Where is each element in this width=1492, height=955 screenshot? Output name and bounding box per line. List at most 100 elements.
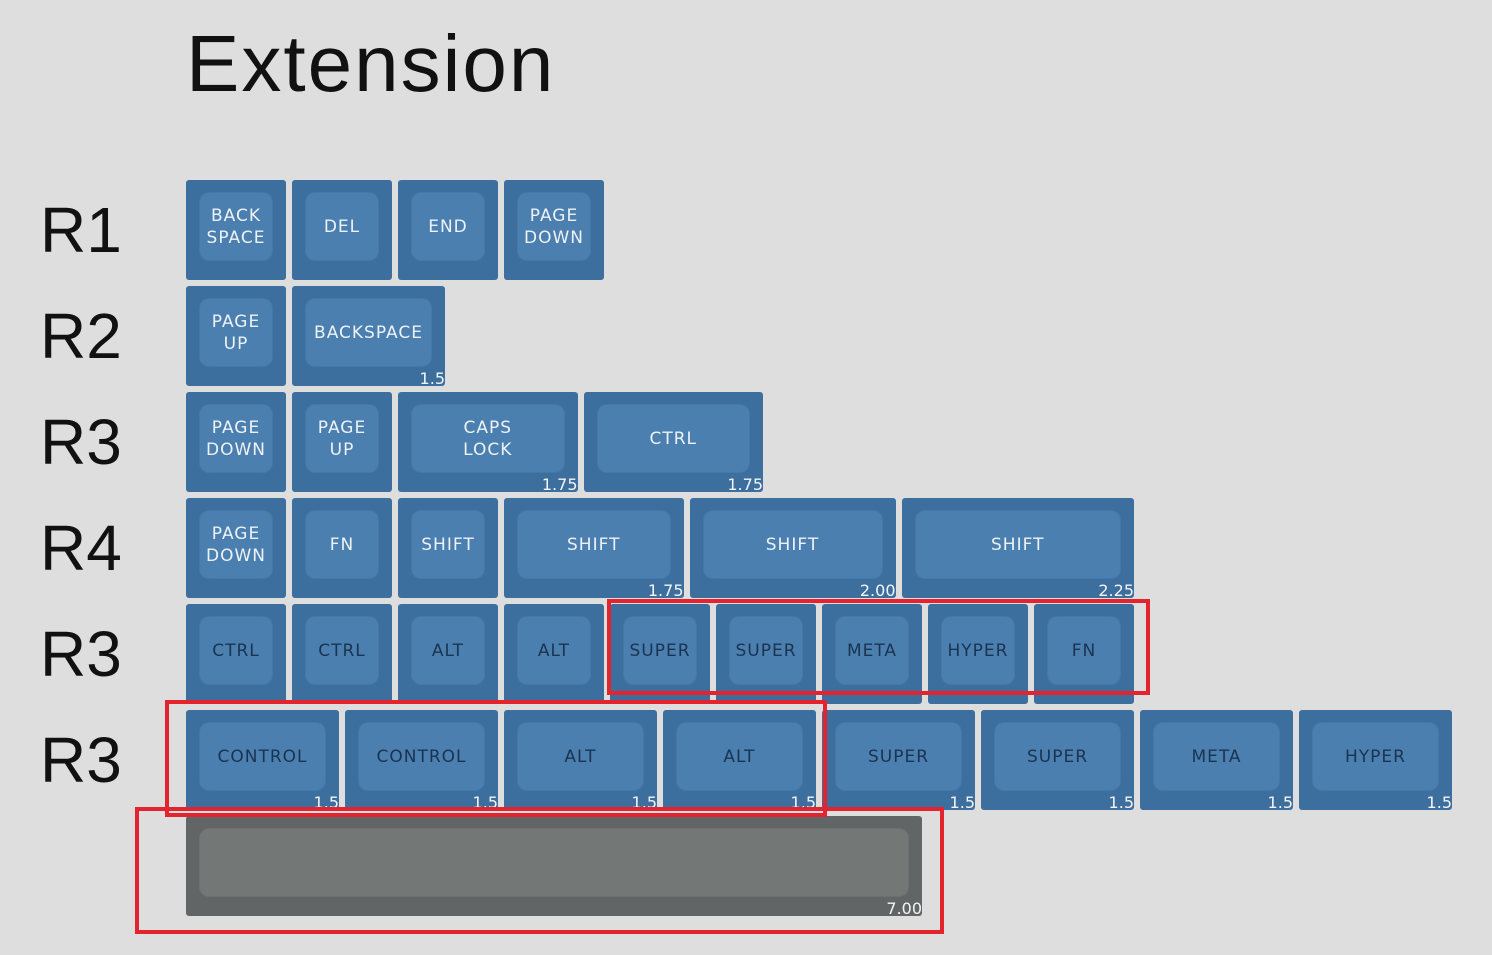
keycap: SHIFT 2.25: [901, 498, 1134, 600]
row-label: R2: [40, 300, 122, 372]
keycap-top: SHIFT: [518, 511, 670, 578]
keycap-top: SUPER: [730, 617, 802, 684]
key-legend: FN: [329, 534, 355, 555]
keycap: PAGE DOWN: [186, 392, 286, 492]
keycap-top: DEL: [306, 193, 378, 260]
key-legend: ALT: [564, 746, 597, 767]
keycap-top: SUPER: [836, 723, 961, 790]
keycap-top: FN: [1048, 617, 1120, 684]
key-legend: SUPER: [629, 640, 691, 661]
key-legend: SHIFT: [765, 534, 820, 555]
highlight-box: [607, 599, 1150, 695]
keycap: SUPER: [610, 604, 710, 704]
keycap-top: END: [412, 193, 484, 260]
keycap-top: ALT: [518, 723, 643, 790]
keycap-top: CTRL: [306, 617, 378, 684]
row-label: R1: [40, 194, 122, 266]
keycap-top: HYPER: [942, 617, 1014, 684]
keycap: DEL: [292, 180, 392, 280]
keycap: SUPER: [716, 604, 816, 704]
keycap: CAPS LOCK 1.75: [398, 392, 578, 494]
key-legend: SHIFT: [567, 534, 621, 555]
keycap-top: PAGE DOWN: [200, 511, 272, 578]
keycap-top: CTRL: [597, 405, 749, 472]
keycap: BACK SPACE: [186, 180, 286, 280]
keycap: PAGE UP: [186, 286, 286, 386]
keycap-top: PAGE UP: [306, 405, 378, 472]
keycap: END: [398, 180, 498, 280]
key-legend: FN: [1071, 640, 1097, 661]
keycap-top: ALT: [518, 617, 590, 684]
row-label: R3: [40, 618, 122, 690]
key-legend: META: [846, 640, 898, 661]
keycap: ALT: [504, 604, 604, 704]
key-size: 2.00: [859, 581, 896, 600]
key-legend: DOWN: [206, 439, 266, 460]
keycap: SUPER 1.5: [822, 710, 975, 812]
key-legend: META: [1191, 746, 1242, 767]
key-legend: CONTROL: [217, 746, 308, 767]
keycap-top: SUPER: [624, 617, 696, 684]
keycap: CTRL: [186, 604, 286, 704]
keycap-top: [200, 829, 908, 896]
keycap-top: PAGE DOWN: [518, 193, 590, 260]
key-legend: CONTROL: [376, 746, 467, 767]
keycap: META: [822, 604, 922, 704]
key-legend: SUPER: [1026, 746, 1089, 767]
key-size: 1.5: [1108, 793, 1134, 812]
row-label: R3: [40, 724, 122, 796]
keycap-top: BACKSPACE: [306, 299, 431, 366]
key-legend: PAGE: [211, 417, 261, 438]
keycap-top: ALT: [677, 723, 802, 790]
highlight-box: [135, 807, 944, 934]
key-legend: UP: [329, 439, 355, 460]
keycap-top: SHIFT: [703, 511, 882, 578]
keycap-top: ALT: [412, 617, 484, 684]
key-legend: SUPER: [867, 746, 930, 767]
keycap: BACKSPACE 1.5: [292, 286, 445, 388]
keycap: SHIFT 1.75: [504, 498, 684, 600]
key-size: 1.75: [541, 475, 578, 494]
keycap: CTRL 1.75: [583, 392, 763, 494]
key-legend: CTRL: [212, 640, 260, 661]
row-label: R3: [40, 406, 122, 478]
keycap-top: FN: [306, 511, 378, 578]
key-legend: CAPS: [463, 417, 513, 438]
key-legend: PAGE: [211, 311, 261, 332]
keycap-top: SHIFT: [412, 511, 484, 578]
key-legend: SHIFT: [421, 534, 475, 555]
keycap-top: META: [1154, 723, 1279, 790]
key-legend: HYPER: [1345, 746, 1406, 767]
key-legend: ALT: [431, 640, 465, 661]
key-size: 7.00: [886, 899, 922, 918]
key-legend: END: [428, 216, 468, 237]
key-legend: SPACE: [206, 227, 266, 248]
key-size: 1.5: [1426, 793, 1452, 812]
keycap: SHIFT: [398, 498, 498, 598]
key-size: 2.25: [1098, 581, 1134, 600]
keycap: SHIFT 2.00: [689, 498, 896, 600]
keycap: CONTROL 1.5: [345, 710, 498, 812]
title: Extension: [186, 19, 556, 108]
key-legend: UP: [223, 333, 249, 354]
key-legend: DOWN: [524, 227, 584, 248]
key-legend: BACK: [210, 205, 261, 226]
keycap-top: CTRL: [200, 617, 272, 684]
keycap-top: META: [836, 617, 908, 684]
keycap: ALT: [398, 604, 498, 704]
keycap-top: SHIFT: [915, 511, 1120, 578]
row-label: R4: [40, 512, 122, 584]
key-legend: ALT: [723, 746, 756, 767]
keycap: PAGE DOWN: [186, 498, 286, 598]
keycap-top: PAGE DOWN: [200, 405, 272, 472]
keycap-top: CONTROL: [359, 723, 484, 790]
key-size: 1.5: [419, 369, 445, 388]
keycap-top: PAGE UP: [200, 299, 272, 366]
key-size: 1.5: [1267, 793, 1293, 812]
keycap-top: CAPS LOCK: [412, 405, 564, 472]
key-legend: PAGE: [317, 417, 367, 438]
keycap: ALT 1.5: [504, 710, 657, 812]
key-size: 1.75: [727, 475, 763, 494]
